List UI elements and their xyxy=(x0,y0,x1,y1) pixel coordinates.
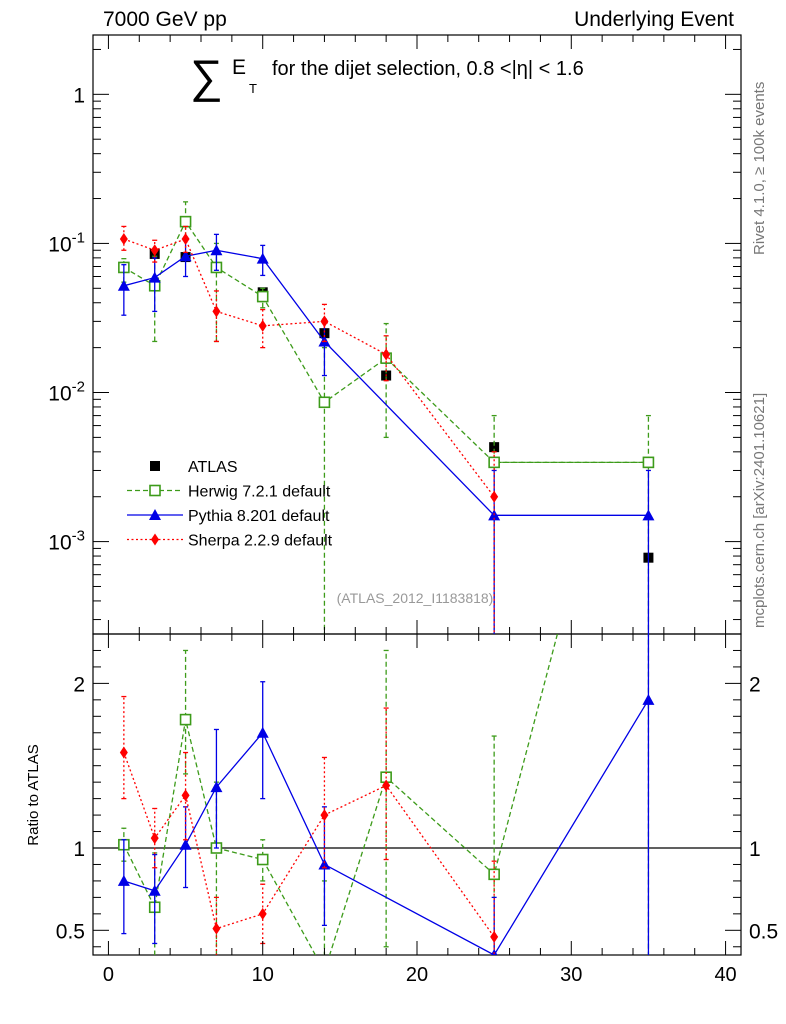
y-tick-label-3: 10-3 xyxy=(48,528,85,555)
ratio-frame xyxy=(92,633,742,956)
sherpa-2-2-9-default-ratio-errbar-3 xyxy=(213,896,219,955)
pythia-8-201-default-point-2 xyxy=(179,250,192,262)
herwig-7-2-1-default-ratio-point-5 xyxy=(319,966,329,976)
herwig-7-2-1-default-ratio-point-4 xyxy=(256,853,269,866)
sherpa-2-2-9-default-ratio-line xyxy=(123,752,495,938)
ratio-tick-label-2: 2 xyxy=(73,673,85,696)
legend-label-pythia-8-201-default: Pythia 8.201 default xyxy=(188,508,330,525)
y-tick-label-0: 1 xyxy=(73,84,85,107)
sherpa-2-2-9-default-point-6 xyxy=(382,348,391,361)
sherpa-2-2-9-default-point-1 xyxy=(150,244,159,257)
pythia-8-201-default-ratio-point-6 xyxy=(490,949,498,955)
atlas-point-7 xyxy=(489,442,500,453)
pythia-8-201-default-ratio-point-0 xyxy=(117,874,130,886)
axes: 0 10 20 30 40 1 10-1 10-2 10-3 0.5 0.5 1 1 2 2 xyxy=(48,35,778,986)
y-tick-label-1: 10-1 xyxy=(48,229,85,256)
ratio-y-axis-label: Ratio to ATLAS xyxy=(25,744,42,845)
title-quantity: E xyxy=(232,56,247,79)
pythia-8-201-default-ratio-point-4 xyxy=(256,726,269,738)
pythia-8-201-default-ratio-point-2 xyxy=(179,838,192,850)
pythia-8-201-default-ratio-line xyxy=(123,699,649,955)
sherpa-2-2-9-default-main-errbar-7 xyxy=(491,451,497,634)
sum-symbol: ∑ xyxy=(190,50,223,102)
sherpa-2-2-9-default-ratio-point-4 xyxy=(258,907,267,920)
sherpa-2-2-9-default-main-errbar-2 xyxy=(183,225,189,254)
herwig-7-2-1-default-point-5 xyxy=(318,396,331,409)
pythia-8-201-default-main-line xyxy=(123,249,649,516)
pythia-8-201-default-point-0 xyxy=(117,279,130,291)
sherpa-2-2-9-default-ratio-point-5 xyxy=(320,809,329,822)
sherpa-2-2-9-default-main-errbar-0 xyxy=(121,225,127,251)
pythia-8-201-default-ratio-point-3 xyxy=(210,781,223,793)
sherpa-2-2-9-default-ratio-errbar-7 xyxy=(491,860,497,955)
pythia-8-201-default-ratio-point-7 xyxy=(642,693,655,705)
ratio-tick-label-0.5: 0.5 xyxy=(56,920,85,943)
legend-marker-sherpa-2-2-9-default xyxy=(151,533,159,546)
pythia-8-201-default-point-7 xyxy=(642,509,655,521)
pythia-8-201-default-ratio-errbar-0 xyxy=(121,839,127,935)
pythia-8-201-default-main-errbar-7 xyxy=(645,469,651,634)
sherpa-2-2-9-default-ratio-point-7 xyxy=(490,930,499,943)
legend-label-atlas: ATLAS xyxy=(188,459,238,476)
herwig-7-2-1-default-ratio-errbar-2 xyxy=(183,649,189,775)
pythia-8-201-default-ratio-point-1 xyxy=(148,884,161,896)
watermark: (ATLAS_2012_I1183818) xyxy=(337,590,494,606)
sherpa-2-2-9-default-ratio-errbar-2 xyxy=(183,751,189,841)
legend-label-sherpa-2-2-9-default: Sherpa 2.2.9 default xyxy=(188,533,333,550)
x-tick-label-20: 20 xyxy=(406,964,428,986)
ratio-tick-label-1: 1 xyxy=(73,838,85,861)
sherpa-2-2-9-default-ratio-errbar-6 xyxy=(383,707,389,861)
x-tick-label-30: 30 xyxy=(560,964,582,986)
pythia-8-201-default-ratio-errbar-4 xyxy=(260,681,266,800)
herwig-7-2-1-default-ratio-line xyxy=(123,634,559,955)
sherpa-2-2-9-default-main-errbar-6 xyxy=(383,335,389,382)
ratio-tick-label-right-1: 1 xyxy=(749,838,761,861)
sherpa-2-2-9-default-main-errbar-3 xyxy=(213,290,219,343)
sherpa-2-2-9-default-ratio-point-3 xyxy=(212,922,221,935)
legend-label-herwig-7-2-1-default: Herwig 7.2.1 default xyxy=(188,484,331,501)
sherpa-2-2-9-default-ratio-point-2 xyxy=(181,789,190,802)
title-text: for the dijet selection, 0.8 <|η| < 1.6 xyxy=(272,58,584,80)
ratio-panel-data xyxy=(93,283,741,976)
herwig-7-2-1-default-ratio-errbar-6 xyxy=(383,649,389,948)
sherpa-2-2-9-default-ratio-errbar-1 xyxy=(152,807,158,869)
main-panel-data xyxy=(117,201,655,634)
sherpa-2-2-9-default-ratio-point-1 xyxy=(150,832,159,845)
herwig-7-2-1-default-point-4 xyxy=(256,290,269,303)
herwig-7-2-1-default-ratio-point-8 xyxy=(643,283,653,293)
y-tick-label-2: 10-2 xyxy=(48,379,85,406)
pythia-8-201-default-point-3 xyxy=(210,244,223,256)
x-tick-label-0: 0 xyxy=(103,964,114,986)
sherpa-2-2-9-default-ratio-point-0 xyxy=(119,746,128,759)
herwig-7-2-1-default-ratio-point-2 xyxy=(179,713,192,726)
pythia-8-201-default-point-1 xyxy=(148,271,161,283)
pythia-8-201-default-ratio-errbar-1 xyxy=(152,853,158,945)
herwig-7-2-1-default-point-2 xyxy=(179,215,192,228)
x-tick-label-10: 10 xyxy=(252,964,274,986)
header-left: 7000 GeV pp xyxy=(103,8,227,31)
sherpa-2-2-9-default-point-5 xyxy=(320,315,329,328)
header-right: Underlying Event xyxy=(574,8,734,31)
legend-marker-atlas xyxy=(150,461,160,471)
title-subscript: T xyxy=(249,81,257,96)
pythia-8-201-default-ratio-point-5 xyxy=(318,858,331,870)
herwig-7-2-1-default-point-8 xyxy=(642,456,655,469)
sherpa-2-2-9-default-point-0 xyxy=(119,233,128,246)
legend-marker-herwig-7-2-1-default xyxy=(149,484,161,497)
pythia-8-201-default-point-4 xyxy=(256,252,269,264)
herwig-7-2-1-default-ratio-point-7 xyxy=(488,868,500,881)
ratio-tick-label-right-2: 2 xyxy=(749,673,761,696)
herwig-7-2-1-default-point-7 xyxy=(488,456,500,469)
sherpa-2-2-9-default-point-2 xyxy=(181,233,190,246)
sherpa-2-2-9-default-point-4 xyxy=(258,319,267,332)
sherpa-2-2-9-default-point-7 xyxy=(490,490,499,503)
pythia-8-201-default-main-errbar-1 xyxy=(152,257,158,313)
legend-marker-pythia-8-201-default xyxy=(149,509,161,520)
x-tick-label-40: 40 xyxy=(714,964,736,986)
sherpa-2-2-9-default-point-3 xyxy=(212,305,221,318)
legend: ATLAS Herwig 7.2.1 default Pythia 8.201 de… xyxy=(127,459,333,550)
sherpa-2-2-9-default-ratio-point-6 xyxy=(382,779,391,792)
ratio-tick-label-right-0.5: 0.5 xyxy=(749,920,778,943)
